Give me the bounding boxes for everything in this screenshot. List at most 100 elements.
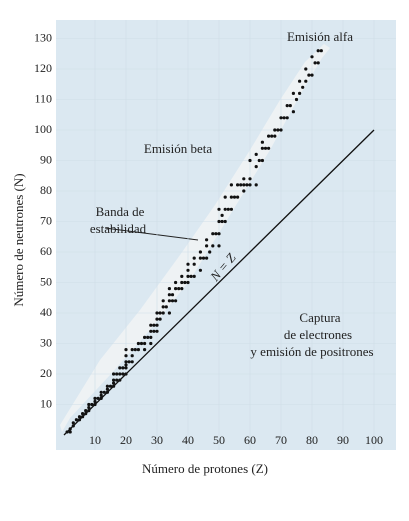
data-point xyxy=(270,134,274,138)
data-point xyxy=(90,402,94,407)
data-point xyxy=(143,341,147,346)
x-tick-label: 20 xyxy=(120,433,132,447)
y-tick-label: 50 xyxy=(40,274,52,288)
data-point xyxy=(217,207,221,211)
data-point xyxy=(105,390,109,394)
data-point xyxy=(236,195,240,199)
data-point xyxy=(124,363,128,367)
data-point xyxy=(229,183,233,187)
data-point xyxy=(84,412,88,416)
data-point xyxy=(161,311,165,315)
data-point xyxy=(260,140,264,144)
data-point xyxy=(254,165,258,169)
data-point xyxy=(124,366,128,370)
data-point xyxy=(161,305,165,309)
data-point xyxy=(242,177,246,181)
data-point xyxy=(155,329,159,333)
data-point xyxy=(152,323,156,327)
data-point xyxy=(155,323,159,327)
data-point xyxy=(304,67,308,71)
data-point xyxy=(81,412,85,416)
data-point xyxy=(108,384,113,388)
data-point xyxy=(242,189,246,193)
data-point xyxy=(316,49,320,53)
data-point xyxy=(229,207,233,211)
data-point xyxy=(242,183,246,187)
data-point xyxy=(248,183,252,187)
data-point xyxy=(186,280,190,285)
data-point xyxy=(307,73,311,77)
data-point xyxy=(217,232,221,236)
data-point xyxy=(232,195,237,199)
annotation-pointer xyxy=(104,227,199,241)
data-point xyxy=(248,177,252,181)
data-point xyxy=(167,311,171,315)
data-point xyxy=(167,299,171,303)
annotation: Emisión alfa xyxy=(287,29,353,44)
data-point xyxy=(164,305,168,309)
data-point xyxy=(115,372,119,376)
data-point xyxy=(217,244,221,248)
data-point xyxy=(124,348,128,352)
data-point xyxy=(143,348,147,352)
data-point xyxy=(155,311,159,315)
annotation: de electrones xyxy=(284,327,352,342)
data-point xyxy=(170,293,175,297)
y-tick-label: 60 xyxy=(40,244,52,258)
data-point xyxy=(273,128,277,132)
data-point xyxy=(65,430,69,434)
data-point xyxy=(174,287,178,291)
data-point xyxy=(161,299,165,303)
y-tick-label: 120 xyxy=(34,61,52,75)
data-point xyxy=(130,354,134,358)
y-tick-label: 130 xyxy=(34,30,52,44)
annotation: estabilidad xyxy=(90,221,147,236)
data-point xyxy=(205,238,209,242)
data-point xyxy=(186,274,190,278)
data-point xyxy=(273,134,277,138)
data-point xyxy=(180,274,184,278)
data-point xyxy=(313,61,317,65)
data-point xyxy=(87,409,91,413)
data-point xyxy=(77,418,82,422)
data-point xyxy=(124,354,128,358)
y-tick-label: 30 xyxy=(40,335,52,349)
data-point xyxy=(93,402,97,407)
data-point xyxy=(220,213,224,217)
data-point xyxy=(223,195,227,199)
data-point xyxy=(291,110,295,114)
x-tick-label: 10 xyxy=(89,433,101,447)
data-point xyxy=(102,390,106,394)
data-point xyxy=(99,390,103,394)
data-point xyxy=(223,207,227,211)
data-point xyxy=(214,232,218,236)
x-tick-label: 30 xyxy=(151,433,163,447)
data-point xyxy=(189,274,193,278)
y-axis-label: Número de neutrones (N) xyxy=(11,173,26,306)
data-point xyxy=(205,256,209,260)
data-point xyxy=(198,250,202,254)
data-point xyxy=(118,378,122,382)
x-tick-label: 50 xyxy=(213,433,225,447)
data-point xyxy=(310,73,314,77)
data-point xyxy=(288,104,292,108)
y-tick-label: 40 xyxy=(40,305,52,319)
data-point xyxy=(133,348,137,352)
data-point xyxy=(239,183,243,187)
data-point xyxy=(158,317,162,321)
y-tick-label: 100 xyxy=(34,122,52,136)
data-point xyxy=(304,79,308,83)
data-point xyxy=(205,244,209,248)
data-point xyxy=(177,287,181,291)
data-point xyxy=(68,427,72,431)
data-point xyxy=(192,274,196,278)
y-tick-label: 110 xyxy=(34,91,52,105)
data-point xyxy=(298,79,302,83)
x-tick-label: 80 xyxy=(306,433,318,447)
data-point xyxy=(84,409,88,413)
data-point xyxy=(121,366,125,370)
data-point xyxy=(112,381,116,385)
data-point xyxy=(282,116,286,120)
data-point xyxy=(124,372,128,376)
